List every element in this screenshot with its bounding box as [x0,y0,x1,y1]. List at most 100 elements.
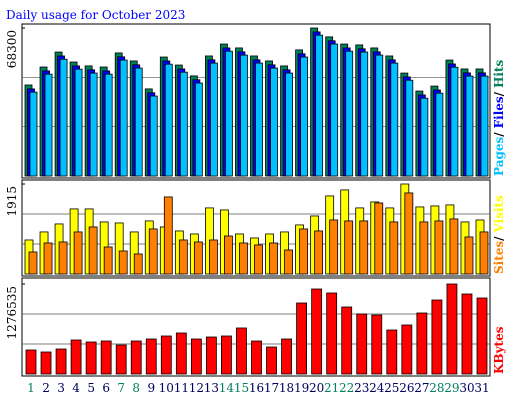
x-tick-label: 14 [219,381,235,395]
bar [359,220,369,275]
bar [89,72,98,177]
bar [284,249,293,275]
x-tick-label: 21 [324,381,339,395]
legend-entry: Sites [492,241,506,274]
bar [254,244,263,275]
bar [420,97,429,177]
bar [70,339,82,375]
x-tick-label: 6 [102,381,110,395]
bar [479,231,489,275]
bar [59,58,68,177]
bar [461,293,473,375]
bar [464,236,474,275]
bar [314,230,324,275]
bar [145,338,157,375]
bar [255,62,263,177]
x-tick-label: 28 [429,381,444,395]
legend-separator: / [492,236,506,241]
x-tick-label: 24 [369,381,385,395]
bar [239,242,248,275]
bar [85,341,97,375]
bar [285,72,293,177]
y-tick-label: 1915 [5,186,19,217]
bar [465,75,474,177]
bar [416,312,428,375]
bar [431,299,443,375]
x-tick-label: 2 [42,381,50,395]
bar [160,335,172,375]
bar [224,235,233,275]
x-tick-label: 13 [204,381,219,395]
x-tick-label: 3 [57,381,65,395]
bar [296,302,308,375]
x-tick-label: 27 [414,381,429,395]
bar [476,297,488,375]
bar [360,51,369,177]
bar [74,68,83,177]
bar [404,192,414,275]
bar [221,335,232,375]
bar [148,228,158,275]
bar [25,349,37,375]
legend-separator: / [492,132,506,137]
x-tick-label: 10 [159,381,174,395]
bar [419,221,429,275]
x-tick-label: 17 [264,381,279,395]
bar [326,292,338,375]
bar [315,34,324,177]
bar [371,314,383,375]
bar [119,59,128,177]
bar [341,306,353,375]
bar [434,220,444,275]
x-tick-label: 29 [444,381,459,395]
bar [269,242,278,275]
x-tick-label: 20 [309,381,324,395]
bar [344,220,354,275]
bar [40,351,52,375]
x-tick-label: 11 [174,381,189,395]
bar [375,54,384,177]
bar [58,241,68,275]
bar [401,324,413,375]
bar [29,91,38,177]
x-tick-label: 15 [234,381,249,395]
x-tick-label: 31 [474,381,489,395]
bar [134,67,143,177]
bar [163,196,173,275]
x-tick-label: 25 [384,381,399,395]
bar [208,239,218,275]
legend-entry: KBytes [492,326,506,374]
legend-separator: / [492,91,506,96]
x-tick-label: 4 [72,381,80,395]
bar [103,246,113,275]
bar [73,231,83,275]
bar [446,283,458,375]
bar [164,63,173,177]
bar [236,327,247,375]
x-tick-label: 19 [294,381,309,395]
legend: Sites/ Visits [492,195,506,274]
bar [480,75,489,177]
x-tick-label: 22 [339,381,354,395]
bar [311,288,323,375]
legend: Pages/Files/Hits [492,59,506,176]
x-tick-label: 9 [147,381,155,395]
bar [435,92,444,177]
bar [118,250,128,275]
bar [329,219,339,275]
legend-entry: Files [492,96,506,128]
bar [390,62,399,177]
bar [450,66,459,177]
x-tick-label: 26 [399,381,414,395]
bar [300,56,309,177]
bar [225,50,233,177]
bar [449,218,459,275]
bar [193,241,203,275]
bar [356,313,368,375]
bar [190,338,202,375]
bar [149,95,158,177]
x-tick-label: 30 [459,381,474,395]
bar [44,73,53,177]
